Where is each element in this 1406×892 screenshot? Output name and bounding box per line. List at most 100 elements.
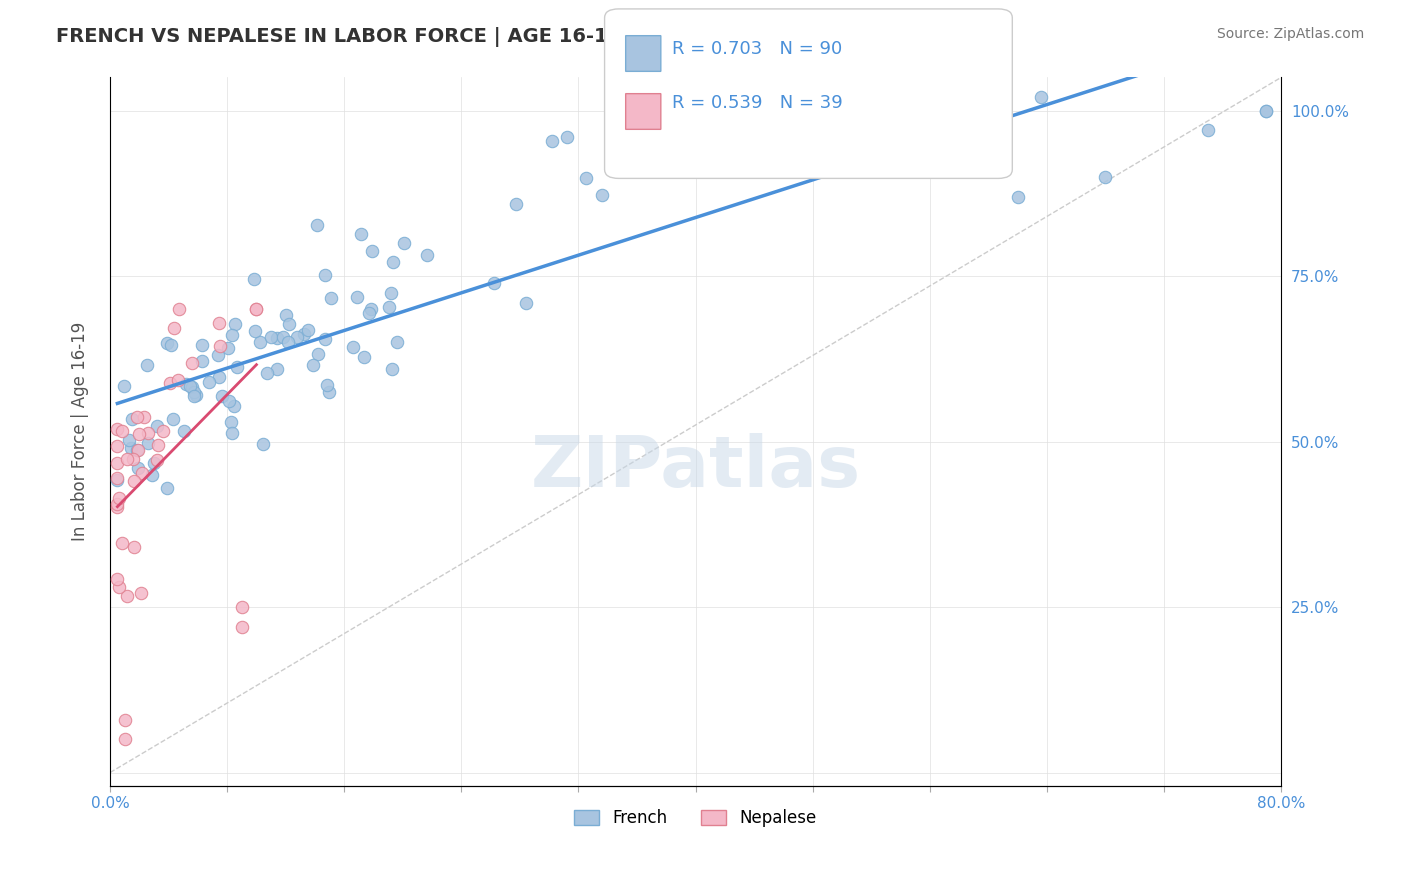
Point	[245, 302, 267, 317]
Point	[105, 573, 128, 587]
Point	[224, 317, 246, 331]
Point	[184, 388, 207, 402]
Point	[350, 227, 373, 241]
Text: R = 0.539   N = 39: R = 0.539 N = 39	[672, 94, 842, 112]
Point	[207, 348, 229, 362]
Point	[733, 90, 755, 104]
Point	[221, 426, 243, 441]
Point	[146, 419, 169, 434]
Point	[146, 438, 169, 452]
Point	[105, 497, 128, 511]
Point	[668, 105, 690, 120]
Point	[114, 713, 136, 727]
Point	[966, 90, 988, 104]
Point	[131, 467, 153, 481]
Point	[167, 373, 190, 387]
Point	[1256, 103, 1278, 118]
Point	[231, 620, 253, 634]
Point	[122, 474, 145, 488]
Point	[115, 451, 138, 466]
Point	[378, 300, 401, 314]
Point	[591, 187, 613, 202]
Point	[105, 439, 128, 453]
Point	[191, 354, 214, 368]
Point	[392, 236, 415, 251]
Point	[136, 425, 159, 440]
Point	[360, 244, 382, 259]
Point	[243, 272, 266, 286]
Text: ZIPatlas: ZIPatlas	[530, 433, 860, 501]
Point	[129, 586, 152, 600]
Point	[111, 424, 134, 438]
Point	[141, 468, 163, 483]
Point	[183, 389, 205, 403]
Point	[385, 334, 408, 349]
Point	[208, 316, 231, 330]
Point	[160, 338, 183, 352]
Point	[307, 218, 329, 232]
Point	[173, 424, 195, 438]
Point	[108, 491, 131, 506]
Point	[152, 425, 174, 439]
Point	[277, 317, 299, 331]
Text: R = 0.703   N = 90: R = 0.703 N = 90	[672, 40, 842, 58]
Point	[179, 379, 201, 393]
Point	[360, 302, 382, 317]
Point	[162, 412, 184, 426]
Point	[346, 290, 368, 304]
Point	[209, 339, 232, 353]
Point	[105, 500, 128, 514]
Point	[557, 129, 579, 144]
Point	[122, 451, 145, 466]
Point	[183, 385, 205, 400]
Point	[211, 389, 233, 403]
Point	[156, 481, 179, 495]
Point	[292, 326, 315, 341]
Point	[219, 415, 242, 429]
Point	[1007, 189, 1029, 203]
Point	[256, 366, 278, 380]
Point	[127, 410, 149, 425]
Point	[1029, 90, 1052, 104]
Point	[145, 453, 167, 467]
Point	[307, 347, 329, 361]
Point	[127, 443, 149, 458]
Legend: French, Nepalese: French, Nepalese	[568, 803, 824, 834]
Point	[277, 334, 299, 349]
Point	[416, 248, 439, 262]
Point	[105, 456, 128, 470]
Point	[124, 540, 146, 554]
Point	[105, 422, 128, 436]
Point	[1197, 123, 1219, 137]
Point	[167, 302, 190, 317]
Point	[574, 170, 596, 185]
Point	[260, 330, 283, 344]
Point	[285, 330, 308, 344]
Point	[221, 328, 243, 343]
Point	[176, 376, 198, 391]
Point	[318, 384, 340, 399]
Point	[208, 369, 231, 384]
Point	[155, 336, 177, 351]
Point	[112, 379, 135, 393]
Text: FRENCH VS NEPALESE IN LABOR FORCE | AGE 16-19 CORRELATION CHART: FRENCH VS NEPALESE IN LABOR FORCE | AGE …	[56, 27, 862, 46]
Point	[121, 412, 143, 426]
Point	[218, 394, 240, 409]
Point	[108, 581, 131, 595]
Point	[319, 291, 342, 305]
Point	[297, 323, 319, 337]
Point	[111, 536, 134, 550]
Point	[245, 302, 267, 317]
Point	[135, 359, 157, 373]
Point	[222, 399, 245, 413]
Point	[380, 286, 402, 301]
Point	[1256, 103, 1278, 118]
Text: Source: ZipAtlas.com: Source: ZipAtlas.com	[1216, 27, 1364, 41]
Point	[271, 329, 294, 343]
Point	[217, 342, 239, 356]
Point	[381, 362, 404, 376]
Point	[266, 362, 288, 376]
Point	[114, 732, 136, 747]
Point	[505, 196, 527, 211]
Point	[342, 340, 364, 354]
